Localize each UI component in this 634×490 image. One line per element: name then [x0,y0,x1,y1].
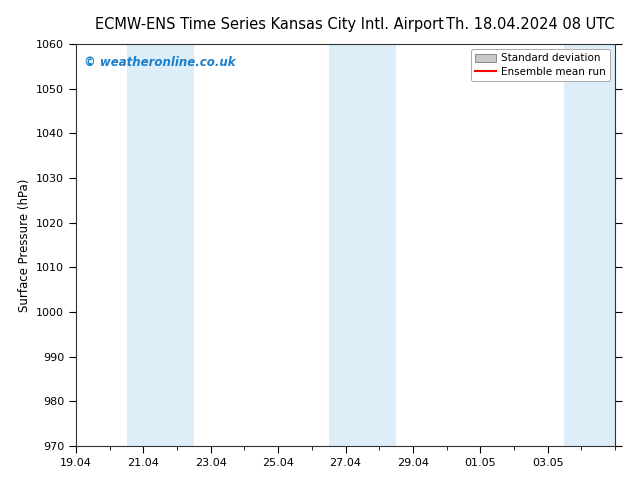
Bar [328,44,396,446]
Bar [564,44,615,446]
Legend: Standard deviation, Ensemble mean run: Standard deviation, Ensemble mean run [470,49,610,81]
Text: Th. 18.04.2024 08 UTC: Th. 18.04.2024 08 UTC [446,17,615,32]
Bar [127,44,194,446]
Y-axis label: Surface Pressure (hPa): Surface Pressure (hPa) [18,178,30,312]
Text: © weatheronline.co.uk: © weatheronline.co.uk [84,56,236,69]
Text: ECMW-ENS Time Series Kansas City Intl. Airport: ECMW-ENS Time Series Kansas City Intl. A… [95,17,444,32]
